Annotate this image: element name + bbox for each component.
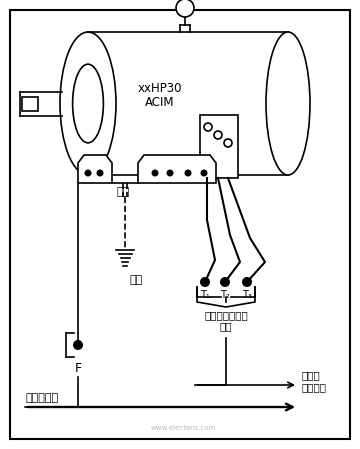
Text: 机架: 机架: [116, 187, 130, 197]
Ellipse shape: [266, 32, 310, 175]
Text: T₃: T₃: [242, 290, 252, 300]
Text: 连接到任何一个
终端: 连接到任何一个 终端: [204, 310, 248, 332]
Bar: [22, 97, 38, 110]
Circle shape: [166, 170, 174, 176]
Text: F: F: [75, 362, 82, 375]
Text: 连接至机架: 连接至机架: [25, 393, 58, 403]
Circle shape: [201, 170, 207, 176]
Circle shape: [85, 170, 91, 176]
Circle shape: [73, 340, 83, 350]
Bar: [200, 115, 238, 178]
Bar: [88, 32, 288, 175]
Text: T₂: T₂: [220, 290, 230, 300]
Ellipse shape: [73, 64, 103, 143]
Text: T₁: T₁: [200, 290, 210, 300]
Circle shape: [204, 123, 212, 131]
Circle shape: [242, 277, 252, 287]
Circle shape: [96, 170, 104, 176]
Circle shape: [152, 170, 158, 176]
Text: xxHP30
ACIM: xxHP30 ACIM: [138, 82, 182, 110]
Circle shape: [185, 170, 192, 176]
Ellipse shape: [60, 32, 116, 175]
Text: 接地: 接地: [130, 275, 143, 285]
Text: www.elecfans.com: www.elecfans.com: [150, 425, 216, 431]
Circle shape: [200, 277, 210, 287]
Circle shape: [214, 131, 222, 139]
Polygon shape: [78, 155, 112, 183]
Circle shape: [176, 0, 194, 17]
Text: 至绝缘
测量电路: 至绝缘 测量电路: [301, 370, 326, 392]
Polygon shape: [138, 155, 216, 183]
Circle shape: [220, 277, 230, 287]
Circle shape: [224, 139, 232, 147]
